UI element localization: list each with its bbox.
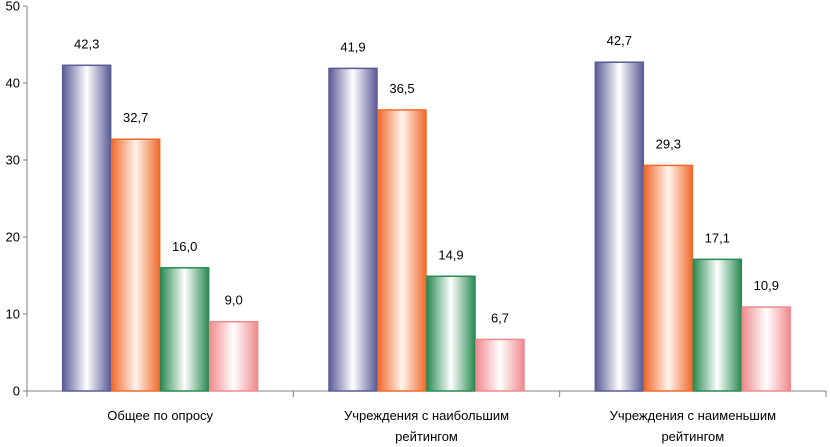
data-label: 9,0 [225,293,243,308]
bar-series-4-cat-1 [208,320,259,392]
data-labels: 42,3 41,9 42,7 32,7 36,5 29,3 16,0 14,9 17,1 9,0 6… [74,33,779,325]
data-label: 6,7 [491,310,509,325]
data-label: 10,9 [754,278,779,293]
bar-series-3-cat-1 [159,267,210,392]
y-tick-label: 40 [6,76,20,91]
bar-series-1-cat-1 [61,64,112,392]
y-tick-label: 20 [6,230,20,245]
bar-series-2-cat-3 [643,164,694,392]
data-label: 14,9 [438,247,463,262]
category-label: рейтингом [395,429,458,444]
category-label: Учреждения с наибольшим [344,408,509,423]
category-label: Общее по опросу [107,408,213,423]
bar-series-1-cat-2 [328,67,378,392]
bar-series-3-cat-3 [692,258,743,392]
data-label: 41,9 [340,39,365,54]
bar-series-1-cat-3 [594,61,645,392]
bar-series-2-cat-2 [377,109,427,392]
bars [61,61,792,392]
bar-series-2-cat-1 [110,138,161,392]
data-label: 17,1 [705,230,730,245]
data-label: 42,7 [607,33,632,48]
y-tick-label: 30 [6,153,20,168]
axes: 0 10 20 30 40 50 Общее по опросу Учреждения с н… [6,0,827,444]
data-label: 42,3 [74,36,99,51]
bar-series-3-cat-2 [426,275,476,392]
data-label: 36,5 [389,81,414,96]
category-label: Учреждения с наименьшим [610,408,777,423]
category-label: рейтингом [661,429,724,444]
data-label: 32,7 [123,110,148,125]
data-label: 29,3 [656,136,681,151]
y-tick-label: 0 [13,384,20,399]
bar-series-4-cat-2 [475,338,525,392]
y-tick-label: 10 [6,307,20,322]
y-tick-label: 50 [6,0,20,14]
bar-series-4-cat-3 [741,306,792,392]
data-label: 16,0 [172,239,197,254]
